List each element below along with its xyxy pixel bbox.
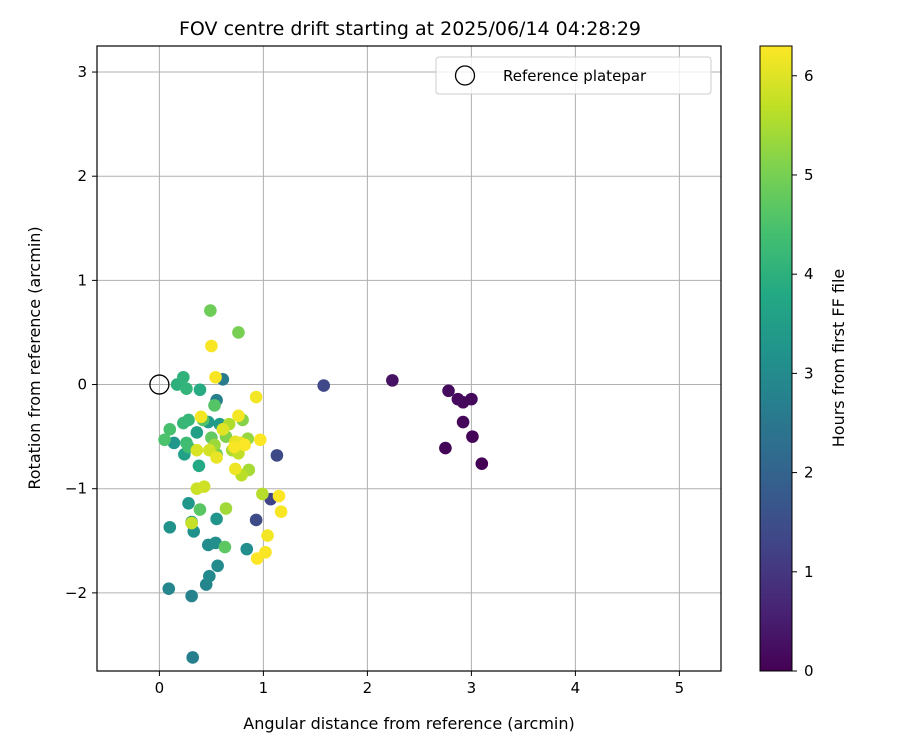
reference-marker-group: [149, 374, 170, 395]
data-point: [209, 370, 222, 384]
data-point: [256, 487, 269, 501]
y-tick-label: 0: [77, 376, 87, 394]
data-point: [203, 569, 216, 583]
data-point: [261, 529, 274, 542]
y-tick-label: 3: [77, 63, 87, 81]
data-point: [475, 457, 489, 471]
legend: Reference platepar: [435, 56, 712, 95]
data-point: [182, 496, 195, 510]
data-point: [442, 384, 455, 398]
data-point: [227, 440, 241, 454]
data-point: [386, 374, 399, 387]
colorbar-tick-label: 0: [804, 662, 814, 680]
data-point: [253, 433, 267, 447]
data-point: [229, 462, 242, 476]
x-tick-label: 2: [363, 679, 373, 697]
data-point: [210, 451, 223, 464]
x-tick-label: 1: [259, 679, 269, 697]
x-tick-label: 3: [467, 679, 477, 697]
y-tick-label: −1: [65, 480, 87, 498]
data-point: [272, 489, 286, 503]
data-point: [439, 441, 452, 455]
data-point: [193, 383, 207, 397]
data-point: [177, 370, 190, 384]
data-point: [317, 379, 331, 392]
y-tick-label: −2: [65, 584, 87, 602]
data-point: [466, 430, 479, 443]
grid: [97, 46, 721, 671]
x-axis-label: Angular distance from reference (arcmin): [243, 714, 574, 733]
data-point: [163, 423, 177, 436]
data-point: [197, 480, 211, 493]
data-point: [456, 415, 470, 429]
data-point: [185, 516, 198, 530]
data-point: [180, 382, 193, 396]
data-point: [274, 505, 288, 518]
data-point: [210, 512, 223, 526]
data-point: [193, 503, 207, 516]
reference-marker: [149, 374, 170, 395]
data-point: [194, 410, 208, 424]
data-point: [186, 651, 199, 664]
y-tick-label: 1: [77, 271, 87, 289]
x-axis-ticks: 0 1 2 3 4 5: [155, 671, 685, 697]
data-points: [158, 304, 489, 664]
data-point: [219, 502, 233, 515]
x-tick-label: 4: [571, 679, 581, 697]
y-axis-ticks: −2 −1 0 1 2 3: [65, 63, 97, 602]
data-point: [249, 390, 263, 404]
legend-box: [435, 56, 712, 95]
data-point: [451, 392, 465, 406]
colorbar-ticks: 0 1 2 3 4 5 6: [792, 67, 814, 680]
data-point: [232, 409, 245, 423]
data-point: [465, 392, 478, 406]
data-point: [249, 513, 263, 527]
y-axis-label: Rotation from reference (arcmin): [25, 226, 44, 489]
x-tick-label: 5: [675, 679, 685, 697]
data-point: [240, 542, 254, 556]
colorbar-tick-label: 4: [804, 265, 814, 283]
data-point: [216, 423, 230, 436]
data-point: [177, 416, 190, 430]
data-point: [158, 433, 171, 447]
data-point: [270, 449, 284, 462]
colorbar-tick-label: 5: [804, 166, 814, 184]
data-point: [185, 589, 198, 603]
data-point: [238, 438, 251, 452]
colorbar: [759, 45, 793, 672]
data-point: [163, 520, 177, 534]
chart-title: FOV centre drift starting at 2025/06/14 …: [179, 18, 641, 40]
colorbar-tick-label: 2: [804, 464, 814, 482]
y-tick-label: 2: [77, 167, 87, 185]
colorbar-tick-label: 1: [804, 563, 814, 581]
data-point: [208, 399, 221, 412]
data-point: [162, 582, 176, 596]
colorbar-label: Hours from first FF file: [829, 269, 848, 448]
data-point: [190, 426, 204, 439]
legend-entry-label: Reference platepar: [503, 67, 647, 85]
data-point: [218, 540, 232, 554]
data-point: [190, 443, 204, 457]
plot-frame: [96, 45, 722, 672]
data-point: [250, 552, 264, 565]
legend-reference-marker: [454, 65, 476, 86]
data-point: [192, 459, 206, 473]
data-point: [205, 339, 218, 353]
data-point: [204, 304, 217, 317]
data-point: [211, 559, 224, 573]
data-point: [232, 326, 245, 339]
colorbar-tick-label: 3: [804, 364, 814, 382]
x-tick-label: 0: [155, 679, 165, 697]
colorbar-tick-label: 6: [804, 67, 814, 85]
